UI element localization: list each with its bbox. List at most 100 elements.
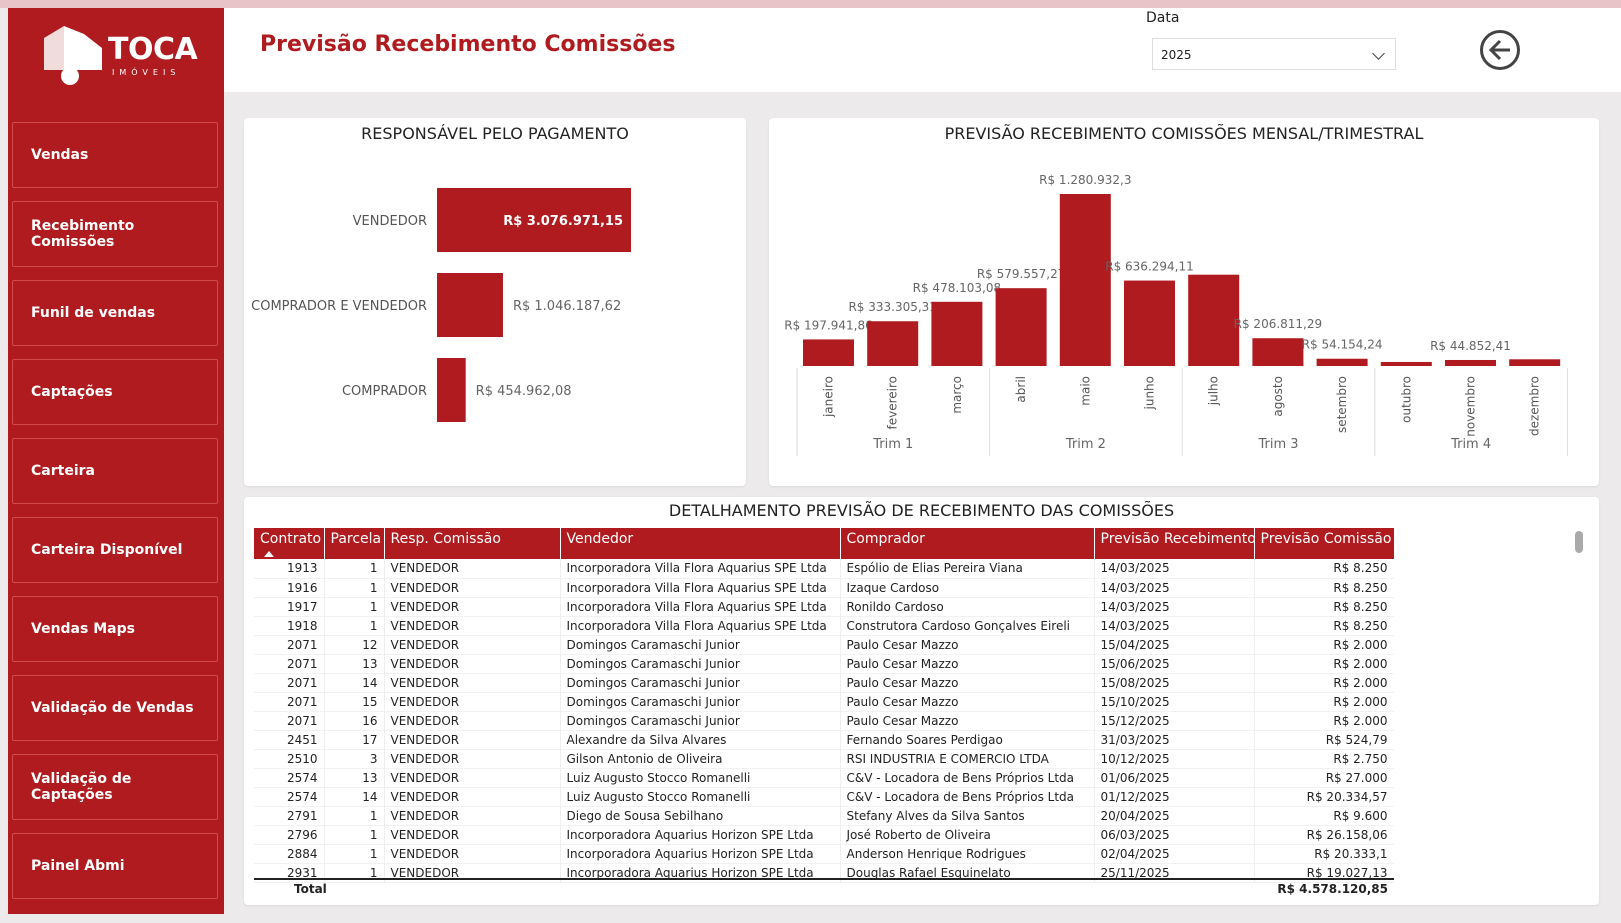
table-cell: 1: [324, 863, 385, 882]
bar-setembro[interactable]: [1316, 358, 1368, 366]
table-cell: VENDEDOR: [384, 844, 561, 863]
column-header-comprador[interactable]: Comprador: [840, 528, 1095, 559]
nav-item-captacoes[interactable]: Captações: [12, 359, 218, 425]
table-cell: Incorporadora Villa Flora Aquarius SPE L…: [560, 578, 841, 597]
table-row[interactable]: 2791 1 VENDEDOR Diego de Sousa Sebilhano Ste…: [254, 806, 1394, 825]
table-row[interactable]: 2071 13 VENDEDOR Domingos Caramaschi Junior…: [254, 654, 1394, 673]
table-cell: VENDEDOR: [384, 825, 561, 844]
table-cell: Paulo Cesar Mazzo: [840, 673, 1095, 692]
month-tick-label: julho: [1207, 376, 1221, 406]
table-cell: 2071: [254, 692, 325, 711]
nav-item-recebimento-comissoes[interactable]: Recebimento Comissões: [12, 201, 218, 267]
nav-item-validacao-de-vendas[interactable]: Validação de Vendas: [12, 675, 218, 741]
table-row[interactable]: 2071 14 VENDEDOR Domingos Caramaschi Junior…: [254, 673, 1394, 692]
date-filter-value: 2025: [1161, 48, 1192, 62]
bar-2[interactable]: [437, 358, 466, 422]
table-viewport[interactable]: Contrato Parcela Resp. Comissão Vendedor…: [254, 528, 1394, 897]
bar-maio[interactable]: [1059, 194, 1111, 366]
table-cell: 1916: [254, 578, 325, 597]
column-header-previsao-recebimento[interactable]: Previsão Recebimento: [1094, 528, 1255, 559]
table-cell: Paulo Cesar Mazzo: [840, 635, 1095, 654]
table-cell: Incorporadora Villa Flora Aquarius SPE L…: [560, 559, 841, 578]
table-cell: 14/03/2025: [1094, 559, 1255, 578]
date-filter-dropdown[interactable]: 2025: [1152, 38, 1396, 70]
nav-item-validacao-de-captacoes[interactable]: Validação de Captações: [12, 754, 218, 820]
table-cell: Luiz Augusto Stocco Romanelli: [560, 768, 841, 787]
column-header-contrato[interactable]: Contrato: [254, 528, 325, 559]
table-cell: Domingos Caramaschi Junior: [560, 673, 841, 692]
table-cell: 2574: [254, 787, 325, 806]
nav-item-label: Vendas: [31, 147, 89, 163]
column-header-parcela[interactable]: Parcela: [324, 528, 385, 559]
table-cell: 20/04/2025: [1094, 806, 1255, 825]
table-cell: Incorporadora Aquarius Horizon SPE Ltda: [560, 863, 841, 882]
table-row[interactable]: 2510 3 VENDEDOR Gilson Antonio de Oliveira R…: [254, 749, 1394, 768]
table-row[interactable]: 2574 14 VENDEDOR Luiz Augusto Stocco Romane…: [254, 787, 1394, 806]
table-row[interactable]: 1918 1 VENDEDOR Incorporadora Villa Flora A…: [254, 616, 1394, 635]
bar-fevereiro[interactable]: [867, 321, 919, 366]
bar-dezembro[interactable]: [1509, 359, 1561, 366]
table-cell: 15: [324, 692, 385, 711]
bar-1[interactable]: [437, 273, 503, 337]
table-row[interactable]: 1913 1 VENDEDOR Incorporadora Villa Flora A…: [254, 559, 1394, 578]
nav-item-painel-abmi[interactable]: Painel Abmi: [12, 833, 218, 899]
table-row[interactable]: 2451 17 VENDEDOR Alexandre da Silva Alvares…: [254, 730, 1394, 749]
data-label: R$ 1.046.187,62: [513, 299, 621, 314]
table-row[interactable]: 1916 1 VENDEDOR Incorporadora Villa Flora A…: [254, 578, 1394, 597]
table-title: DETALHAMENTO PREVISÃO DE RECEBIMENTO DAS…: [668, 501, 1175, 520]
nav-item-carteira[interactable]: Carteira: [12, 438, 218, 504]
table-scrollbar[interactable]: [1575, 531, 1583, 553]
table-row[interactable]: 2071 16 VENDEDOR Domingos Caramaschi Junior…: [254, 711, 1394, 730]
back-button[interactable]: [1480, 30, 1520, 70]
data-label: R$ 206.811,29: [1234, 317, 1323, 331]
bar-junho[interactable]: [1124, 280, 1175, 366]
bar-abril[interactable]: [995, 288, 1047, 366]
chart-panel-responsavel: RESPONSÁVEL PELO PAGAMENTO VENDEDOR R$ 3.…: [244, 118, 746, 486]
table-cell: 15/10/2025: [1094, 692, 1255, 711]
table-cell: R$ 2.000: [1254, 673, 1394, 692]
table-row[interactable]: 2931 1 VENDEDOR Incorporadora Aquarius Hori…: [254, 863, 1394, 882]
column-header-resp-comissao[interactable]: Resp. Comissão: [384, 528, 561, 559]
month-tick-label: março: [950, 376, 964, 414]
bar-janeiro[interactable]: [803, 339, 854, 366]
table-cell: 1: [324, 559, 385, 578]
bar-março[interactable]: [931, 301, 983, 366]
table-row[interactable]: 2796 1 VENDEDOR Incorporadora Aquarius Hori…: [254, 825, 1394, 844]
bar-0[interactable]: [437, 188, 631, 252]
table-cell: VENDEDOR: [384, 863, 561, 882]
bar-novembro[interactable]: [1445, 359, 1496, 366]
table-cell: 1: [324, 597, 385, 616]
nav-item-vendas-maps[interactable]: Vendas Maps: [12, 596, 218, 662]
nav-item-carteira-disponivel[interactable]: Carteira Disponível: [12, 517, 218, 583]
table-cell: Incorporadora Villa Flora Aquarius SPE L…: [560, 597, 841, 616]
table-cell: C&V - Locadora de Bens Próprios Ltda: [840, 768, 1095, 787]
table-cell: 25/11/2025: [1094, 863, 1255, 882]
responsavel-bar-chart: VENDEDOR R$ 3.076.971,15 COMPRADOR E VENDE…: [251, 188, 631, 422]
table-cell: R$ 8.250: [1254, 578, 1394, 597]
column-header-vendedor[interactable]: Vendedor: [560, 528, 841, 559]
bar-agosto[interactable]: [1252, 338, 1304, 366]
table-row[interactable]: 2574 13 VENDEDOR Luiz Augusto Stocco Romane…: [254, 768, 1394, 787]
table-cell: 2791: [254, 806, 325, 825]
table-cell: R$ 20.334,57: [1254, 787, 1394, 806]
table-cell: Anderson Henrique Rodrigues: [840, 844, 1095, 863]
bar-julho[interactable]: [1188, 274, 1240, 366]
data-label: R$ 454.962,08: [476, 384, 572, 399]
bar-outubro[interactable]: [1380, 361, 1432, 366]
table-row[interactable]: 2884 1 VENDEDOR Incorporadora Aquarius Hori…: [254, 844, 1394, 863]
table-cell: 15/12/2025: [1094, 711, 1255, 730]
table-row[interactable]: 2071 15 VENDEDOR Domingos Caramaschi Junior…: [254, 692, 1394, 711]
table-row[interactable]: 2071 12 VENDEDOR Domingos Caramaschi Junior…: [254, 635, 1394, 654]
category-label: COMPRADOR E VENDEDOR: [251, 299, 427, 314]
nav-item-vendas[interactable]: Vendas: [12, 122, 218, 188]
table-cell: 2071: [254, 711, 325, 730]
brand-name: TOCA: [108, 32, 198, 67]
table-cell: 14/03/2025: [1094, 597, 1255, 616]
table-cell: VENDEDOR: [384, 654, 561, 673]
table-cell: 2796: [254, 825, 325, 844]
data-label: R$ 478.103,08: [913, 281, 1002, 295]
month-tick-label: novembro: [1464, 376, 1478, 437]
column-header-previsao-comissao[interactable]: Previsão Comissão: [1254, 528, 1394, 559]
table-row[interactable]: 1917 1 VENDEDOR Incorporadora Villa Flora A…: [254, 597, 1394, 616]
nav-item-funil-de-vendas[interactable]: Funil de vendas: [12, 280, 218, 346]
